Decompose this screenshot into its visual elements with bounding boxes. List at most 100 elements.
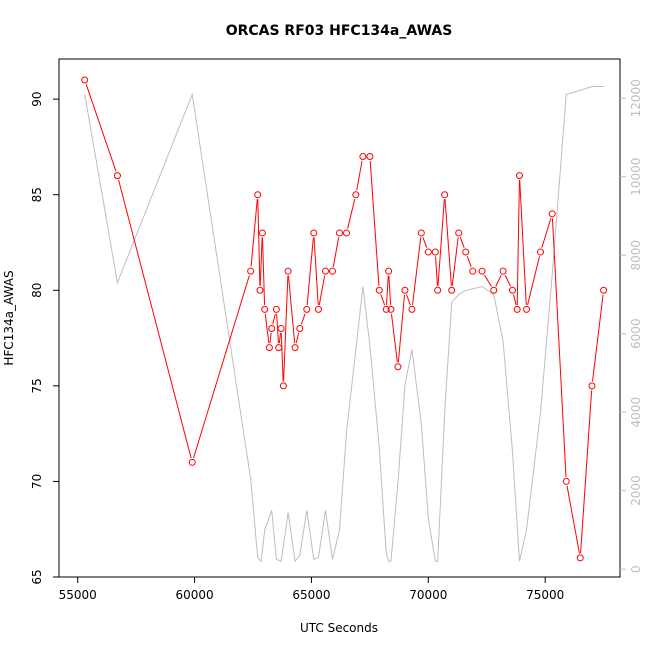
y2-tick-label: 2000 — [629, 475, 643, 506]
hfc134a-point — [448, 286, 456, 294]
hfc134a-segment — [295, 332, 300, 344]
hfc134a-segment — [435, 256, 438, 286]
hfc134a-point — [188, 458, 196, 466]
hfc134a-segment — [280, 332, 284, 382]
hfc134a-point — [284, 267, 292, 275]
hfc134a-point — [261, 305, 269, 313]
hfc134a-point — [296, 325, 304, 333]
x-tick-label: 55000 — [59, 588, 97, 602]
hfc134a-segment — [306, 237, 314, 305]
hfc134a-point — [441, 191, 449, 199]
hfc134a-segment — [580, 390, 593, 554]
hfc134a-point — [352, 191, 360, 199]
hfc134a-segment — [283, 275, 289, 382]
hfc134a-point — [359, 152, 367, 160]
y2-tick-label: 8000 — [629, 240, 643, 271]
hfc134a-segment — [541, 217, 552, 248]
hfc134a-segment — [118, 179, 192, 459]
hfc134a-segment — [386, 275, 389, 305]
hfc134a-point — [576, 554, 584, 562]
hfc134a-segment — [519, 180, 527, 305]
hfc134a-segment — [390, 313, 398, 363]
hfc134a-point — [291, 344, 299, 352]
hfc134a-segment — [388, 275, 392, 305]
hfc134a-segment — [250, 199, 258, 267]
y2-tick-label: 10000 — [629, 158, 643, 196]
hfc134a-point — [387, 305, 395, 313]
hfc134a-segment — [85, 84, 117, 172]
hfc134a-point — [455, 229, 463, 237]
hfc134a-segment — [484, 274, 492, 287]
y-axis-right: 0 2000 4000 6000 8000 10000 12000 — [620, 79, 643, 573]
hfc134a-segment — [257, 199, 261, 286]
hfc134a-segment — [272, 313, 276, 325]
hfc134a-point — [434, 286, 442, 294]
series-layer — [81, 76, 608, 563]
hfc134a-point — [548, 210, 556, 218]
y-tick-label: 75 — [30, 378, 44, 393]
hfc134a-point — [600, 286, 608, 294]
hfc134a-segment — [287, 275, 296, 344]
chart-title: ORCAS RF03 HFC134a_AWAS — [226, 23, 453, 39]
x-axis-label: UTC Seconds — [300, 621, 378, 635]
hfc134a-point — [385, 267, 393, 275]
hfc134a-segment — [504, 274, 511, 287]
y-axis-label: HFC134a_AWAS — [2, 270, 16, 365]
hfc134a-point — [401, 286, 409, 294]
hfc134a-point — [303, 305, 311, 313]
hfc134a-segment — [406, 294, 411, 306]
hfc134a-point — [515, 172, 523, 180]
hfc134a-point — [417, 229, 425, 237]
hfc134a-point — [314, 305, 322, 313]
y2-tick-label: 4000 — [629, 397, 643, 428]
x-tick-label: 75000 — [526, 588, 564, 602]
hfc134a-segment — [276, 313, 279, 344]
hfc134a-point — [366, 152, 374, 160]
hfc134a-point — [268, 325, 276, 333]
hfc134a-point — [277, 325, 285, 333]
hfc134a-segment — [318, 275, 326, 306]
y-tick-label: 70 — [30, 474, 44, 489]
hfc134a-segment — [591, 294, 604, 382]
hfc134a-point — [375, 286, 383, 294]
hfc134a-point — [343, 229, 351, 237]
hfc134a-point — [462, 248, 470, 256]
hfc134a-segment — [278, 332, 282, 344]
hfc134a-segment — [422, 236, 428, 249]
hfc134a-point — [247, 267, 255, 275]
hfc134a-segment — [347, 198, 356, 229]
hfc134a-segment — [369, 160, 380, 286]
y-tick-label: 80 — [30, 283, 44, 298]
hfc134a-point — [113, 172, 121, 180]
hfc134a-point — [336, 229, 343, 237]
hfc134a-segment — [264, 313, 270, 344]
hfc134a-point — [81, 76, 89, 84]
hfc134a-point — [382, 305, 390, 313]
y-tick-label: 85 — [30, 187, 44, 202]
hfc134a-segment — [313, 237, 319, 305]
hfc134a-segment — [459, 236, 465, 249]
hfc134a-segment — [466, 256, 472, 268]
y-tick-label: 90 — [30, 91, 44, 106]
y-axis-left: 65 70 75 80 85 90 — [30, 91, 59, 585]
hfc134a-point — [490, 286, 498, 294]
hfc134a-segment — [332, 237, 340, 267]
hfc134a-point — [394, 363, 402, 371]
hfc134a-point — [431, 248, 439, 256]
hfc134a-segment — [551, 218, 567, 477]
y2-tick-label: 12000 — [629, 79, 643, 117]
hfc134a-segment — [527, 256, 540, 306]
hfc134a-point — [424, 248, 432, 256]
hfc134a-point — [408, 305, 416, 313]
hfc134a-point — [321, 267, 329, 275]
y2-tick-label: 6000 — [629, 318, 643, 349]
x-tick-label: 65000 — [292, 588, 330, 602]
hfc134a-segment — [193, 275, 250, 459]
y2-tick-label: 0 — [629, 565, 643, 573]
hfc134a-segment — [513, 294, 517, 306]
hfc134a-point — [254, 191, 262, 199]
hfc134a-point — [513, 305, 521, 313]
hfc134a-segment — [566, 485, 580, 554]
hfc134a-point — [256, 286, 264, 294]
